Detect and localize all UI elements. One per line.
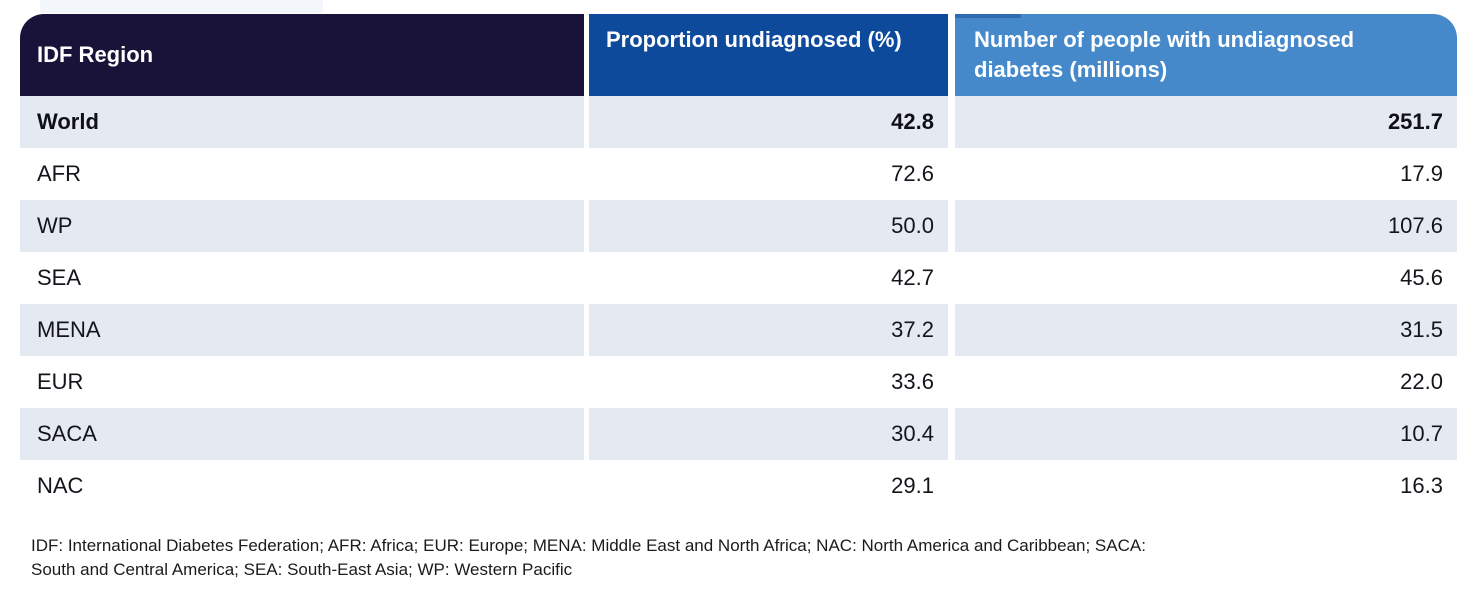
number-cell: 22.0 [955,356,1457,408]
proportion-cell: 37.2 [589,304,948,356]
region-cell: NAC [20,460,584,512]
region-cell: SACA [20,408,584,460]
number-cell: 31.5 [955,304,1457,356]
number-cell: 45.6 [955,252,1457,304]
proportion-cell: 33.6 [589,356,948,408]
table-row-sea: SEA 42.7 45.6 [20,252,1457,304]
proportion-cell: 30.4 [589,408,948,460]
proportion-cell: 72.6 [589,148,948,200]
header-idf-region-label: IDF Region [37,42,154,67]
footnote-line-2: South and Central America; SEA: South-Ea… [31,560,573,579]
table-row-eur: EUR 33.6 22.0 [20,356,1457,408]
top-background-strip [40,0,323,13]
footnote: IDF: International Diabetes Federation; … [31,534,1371,582]
proportion-cell: 42.7 [589,252,948,304]
footnote-line-1: IDF: International Diabetes Federation; … [31,536,1146,555]
number-cell: 107.6 [955,200,1457,252]
proportion-cell: 50.0 [589,200,948,252]
number-cell: 10.7 [955,408,1457,460]
undiagnosed-diabetes-table: IDF Region Proportion undiagnosed (%) Nu… [20,14,1457,512]
table-row-wp: WP 50.0 107.6 [20,200,1457,252]
header-proportion-undiagnosed: Proportion undiagnosed (%) [589,14,948,96]
table-header-row: IDF Region Proportion undiagnosed (%) Nu… [20,14,1457,96]
table-row-afr: AFR 72.6 17.9 [20,148,1457,200]
number-cell: 16.3 [955,460,1457,512]
header-number-label: Number of people with undiagnosed diabet… [974,27,1355,82]
header-proportion-label: Proportion undiagnosed (%) [606,27,902,52]
header-number-undiagnosed: Number of people with undiagnosed diabet… [955,14,1457,96]
number-cell: 17.9 [955,148,1457,200]
header-idf-region: IDF Region [20,14,584,96]
proportion-cell: 42.8 [589,96,948,148]
table-row-nac: NAC 29.1 16.3 [20,460,1457,512]
region-cell: SEA [20,252,584,304]
proportion-cell: 29.1 [589,460,948,512]
region-cell: MENA [20,304,584,356]
region-cell: World [20,96,584,148]
header-accent-strip [955,14,1021,18]
region-cell: EUR [20,356,584,408]
number-cell: 251.7 [955,96,1457,148]
region-cell: WP [20,200,584,252]
table-row-world: World 42.8 251.7 [20,96,1457,148]
table-row-saca: SACA 30.4 10.7 [20,408,1457,460]
table-row-mena: MENA 37.2 31.5 [20,304,1457,356]
region-cell: AFR [20,148,584,200]
